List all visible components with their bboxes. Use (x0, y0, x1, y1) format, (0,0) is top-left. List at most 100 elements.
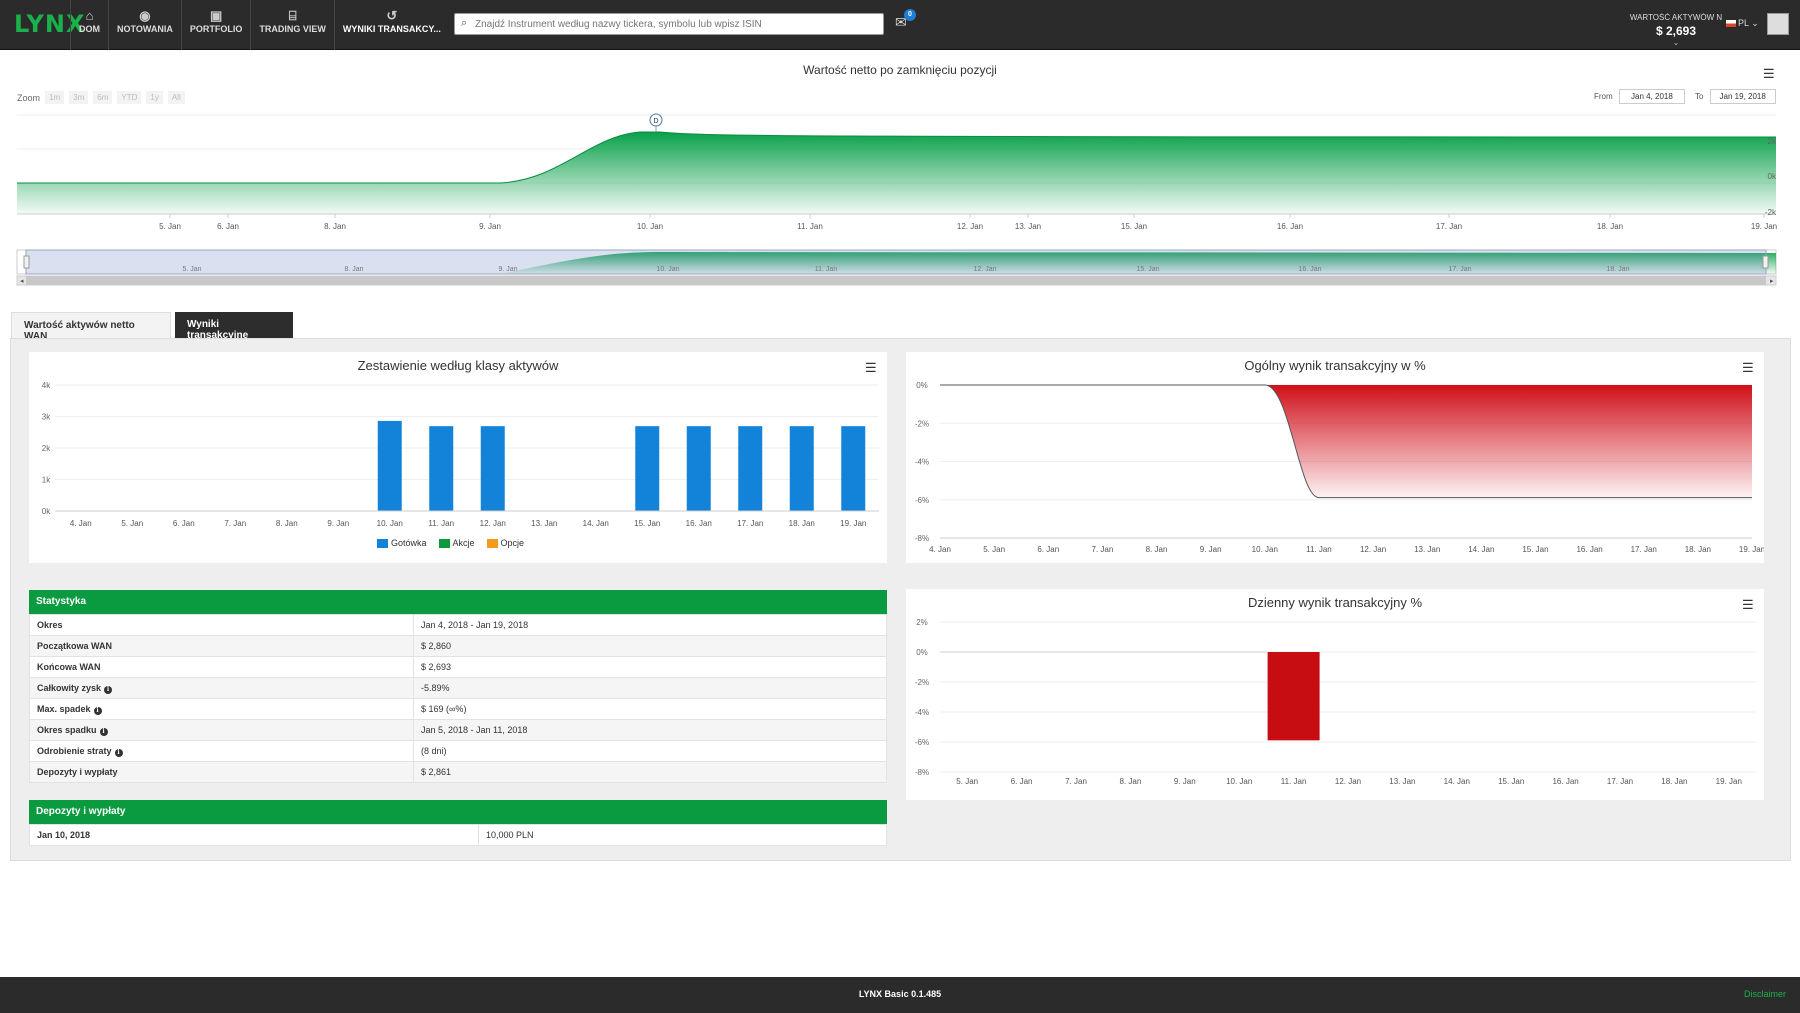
x-tick-label: 14. Jan (1444, 777, 1470, 786)
from-range: From (1594, 89, 1685, 104)
y-tick-label: -4% (915, 708, 929, 717)
language-selector[interactable]: PL ⌄ (1726, 18, 1759, 29)
info-icon[interactable]: i (104, 685, 113, 694)
hamburger-menu-icon[interactable]: ☰ (1742, 597, 1754, 612)
lynx-logo[interactable]: LYNX (14, 10, 86, 38)
x-tick-label: 5. Jan (121, 519, 143, 528)
x-tick-label: 8. Jan (1120, 777, 1142, 786)
table-row: Jan 10, 2018 10,000 PLN (29, 824, 887, 846)
hamburger-menu-icon[interactable]: ☰ (1742, 360, 1754, 375)
to-range: To (1695, 89, 1776, 104)
daily-result-chart-card: Dzienny wynik transakcyjny % ☰ 2% 0% -2% -4… (906, 589, 1764, 800)
bar-gotówka (686, 426, 711, 511)
asset-class-chart-card: Zestawienie według klasy aktywów ☰ 4k 3k 2… (29, 352, 887, 563)
flag-marker (649, 113, 663, 127)
y-tick-label: 2k (42, 444, 51, 453)
net-value-area (17, 132, 1776, 214)
language-label: PL (1738, 18, 1749, 28)
overall-result-chart-title: Ogólny wynik transakcyjny w % (1244, 358, 1426, 373)
top-chart-title: Wartość netto po zamknięciu pozycji (803, 63, 997, 77)
stat-label: Max. spadek (37, 703, 91, 714)
legend-label: Opcje (500, 538, 525, 548)
navigator-tick-label: 18. Jan (1607, 266, 1630, 273)
x-tick-label: 7. Jan (224, 519, 246, 528)
flag-marker-label: D (653, 118, 658, 125)
navigator-tick-label: 9. Jan (498, 266, 517, 273)
asset-class-bar-chart: 4k 3k 2k 1k 0k 4. Jan 5. Jan 6. Jan 7. Jan 8. Jan… (42, 381, 879, 528)
navigator-tick-label: 15. Jan (1137, 266, 1160, 273)
y-tick-label: -4% (915, 458, 929, 467)
x-tick-label: 12. Jan (1335, 777, 1361, 786)
legend-item-opcje[interactable]: Opcje (486, 538, 525, 549)
stats-header: Statystyka (29, 590, 887, 614)
hamburger-menu-icon[interactable]: ☰ (865, 360, 877, 375)
from-date-input[interactable] (1618, 89, 1685, 104)
stat-label: Depozyty i wypłaty (37, 767, 118, 777)
tab-wan[interactable]: Wartość aktywów netto WAN (11, 312, 171, 342)
stat-label: Końcowa WAN (37, 662, 101, 672)
legend-label: Gotówka (391, 538, 427, 548)
nav-item-trading-view[interactable]: ⌸ TRADING VIEW (250, 0, 334, 50)
info-icon[interactable]: i (99, 727, 108, 736)
navigator-tick-label: 16. Jan (1299, 266, 1322, 273)
navigator-tick-label: 5. Jan (182, 266, 201, 273)
info-icon[interactable]: i (114, 748, 123, 757)
y-tick-label: 2% (916, 618, 928, 627)
to-label: To (1695, 92, 1704, 101)
zoom-button-6m[interactable]: 6m (93, 91, 113, 104)
x-tick-label: 10. Jan (1226, 777, 1252, 786)
disclaimer-link[interactable]: Disclaimer (1743, 989, 1786, 999)
search-input[interactable] (475, 16, 875, 32)
zoom-button-ytd[interactable]: YTD (117, 91, 142, 104)
nav-item-portfolio[interactable]: ▣ PORTFOLIO (180, 0, 251, 50)
legend-item-gotówka[interactable]: Gotówka (377, 538, 427, 549)
y-tick-label: 4k (42, 381, 51, 390)
info-icon[interactable]: i (93, 706, 102, 715)
net-value-line (17, 131, 1777, 184)
messages-button[interactable]: ✉ 0 (895, 9, 916, 31)
stat-label-cell: Odrobienie straty i (29, 740, 414, 762)
stat-label-cell: Początkowa WAN (29, 635, 414, 657)
x-tick-label: 19. Jan (1751, 222, 1777, 231)
stat-value: -5.89% (413, 677, 887, 699)
wan-summary[interactable]: WARTOŚĆ AKTYWÓW N $ 2,693 ⌄ (1628, 13, 1724, 47)
daily-result-chart-title: Dzienny wynik transakcyjny % (1247, 595, 1423, 610)
daily-result-bar-chart: 2% 0% -2% -4% -6% -8% 5. Jan 6. Jan 7. Jan 8. Jan… (915, 618, 1756, 786)
scroll-right-icon: ▸ (1770, 278, 1774, 285)
chevron-down-icon: ⌄ (1672, 38, 1680, 47)
avatar[interactable] (1767, 13, 1789, 35)
hamburger-menu-icon[interactable]: ☰ (1763, 66, 1775, 81)
nav-item-notowania[interactable]: ◉ NOTOWANIA (108, 0, 181, 50)
x-tick-label: 13. Jan (1389, 777, 1415, 786)
stat-value: Jan 4, 2018 - Jan 19, 2018 (413, 614, 887, 636)
x-tick-label: 7. Jan (1065, 777, 1087, 786)
x-tick-label: 4. Jan (929, 545, 951, 554)
y-tick-label: -6% (915, 738, 929, 747)
to-date-input[interactable] (1709, 89, 1776, 104)
x-tick-label: 9. Jan (1174, 777, 1196, 786)
chevron-down-icon: ⌄ (1751, 18, 1759, 28)
x-tick-label: 6. Jan (1037, 545, 1059, 554)
legend-swatch (438, 539, 450, 549)
nav-item-wyniki-transakcy-[interactable]: ↺ WYNIKI TRANSAKCY... (333, 0, 449, 50)
search-icon: ⌕ (461, 17, 468, 29)
x-tick-label: 14. Jan (583, 519, 609, 528)
tab-trading-results[interactable]: Wyniki transakcyjne (175, 312, 293, 341)
bar-gotówka (789, 426, 814, 511)
x-tick-label: 5. Jan (956, 777, 978, 786)
zoom-button-3m[interactable]: 3m (69, 91, 89, 104)
legend-item-akcje[interactable]: Akcje (438, 538, 475, 549)
x-tick-label: 17. Jan (1436, 222, 1462, 231)
deposits-table: Jan 10, 2018 10,000 PLN (29, 824, 887, 846)
table-row: Całkowity zysk i -5.89% (29, 677, 887, 699)
legend-swatch (486, 539, 498, 549)
home-icon: ⌂ (85, 8, 94, 23)
zoom-button-1y[interactable]: 1y (146, 91, 163, 104)
x-tick-label: 17. Jan (1631, 545, 1657, 554)
zoom-button-all[interactable]: All (167, 91, 185, 104)
stat-label-cell: Max. spadek i (29, 698, 414, 720)
zoom-button-1m[interactable]: 1m (45, 91, 65, 104)
nav-item-dom[interactable]: ⌂ DOM (70, 0, 108, 50)
nav-item-label: TRADING VIEW (259, 24, 326, 34)
x-tick-label: 13. Jan (531, 519, 557, 528)
